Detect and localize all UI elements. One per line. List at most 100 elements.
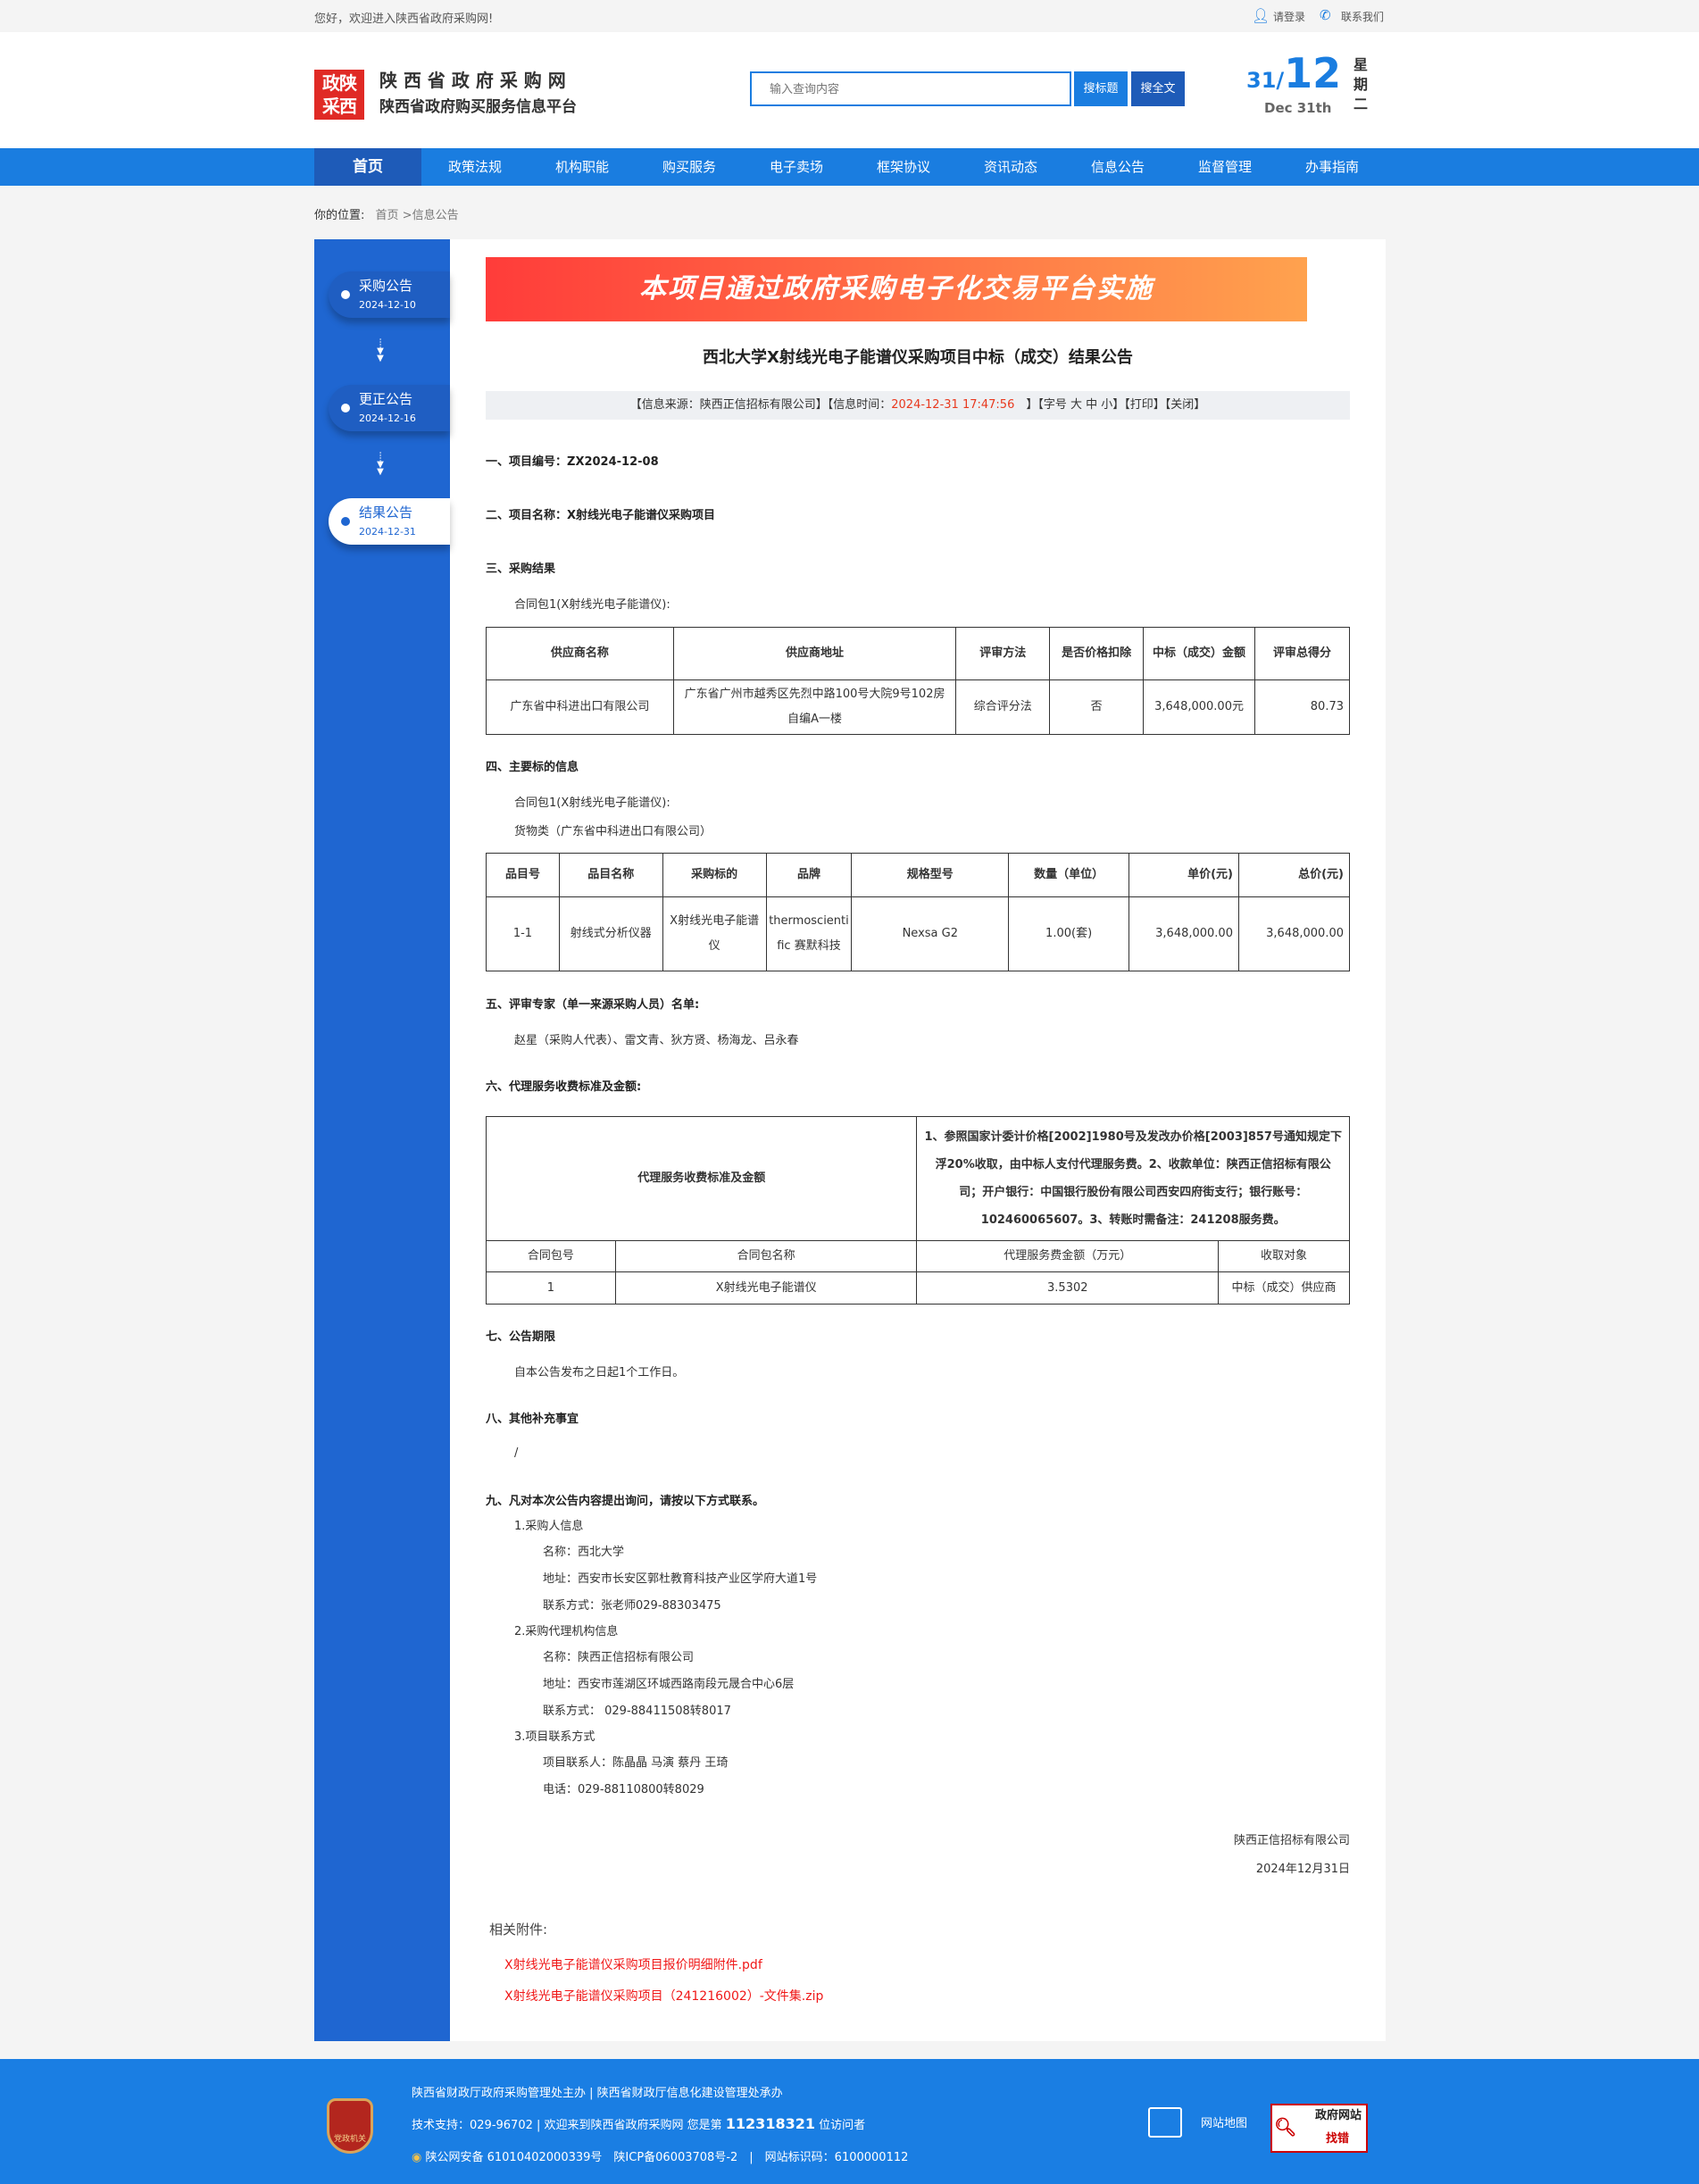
- table-cell: 合同包号: [486, 1240, 616, 1272]
- experts-list: 赵星（采购人代表）、雷文青、狄方贤、杨海龙、吕永春: [514, 1034, 799, 1047]
- attachment-link[interactable]: X射线光电子能谱仪采购项目（241216002）-文件集.zip: [504, 1989, 824, 2004]
- timeline-date: 2024-12-10: [359, 299, 416, 311]
- info-actions[interactable]: 】【字号 大 中 小】【打印】【关闭】: [1014, 398, 1206, 412]
- contact-link[interactable]: 联系我们: [1341, 11, 1385, 23]
- nav-item[interactable]: 信息公告: [1090, 159, 1145, 175]
- nav-item[interactable]: 框架协议: [876, 159, 930, 175]
- table-cell: 代理服务费金额（万元）: [916, 1240, 1220, 1272]
- table-cell: 品目号: [486, 853, 560, 897]
- arrow-down-icon: ┊ ▼ ▼: [377, 339, 384, 363]
- contact-line: 电话：029-88110800转8029: [543, 1783, 704, 1796]
- nav-item[interactable]: 资讯动态: [983, 159, 1037, 175]
- table-cell: 品牌: [765, 853, 853, 897]
- visitor-count: 112318321: [725, 2115, 815, 2132]
- table-cell: 80.73: [1254, 679, 1350, 735]
- breadcrumb: 你的位置: 首页 >信息公告: [314, 205, 459, 222]
- section-7: 七、公告期限: [486, 1330, 556, 1344]
- nav-item[interactable]: 政策法规: [447, 159, 502, 175]
- breadcrumb-label: 你的位置:: [314, 209, 365, 222]
- table-cell: 单价(元): [1129, 853, 1239, 897]
- section-4: 四、主要标的信息: [486, 761, 579, 774]
- table-cell: 供应商地址: [672, 627, 957, 680]
- section-3: 三、采购结果: [486, 563, 556, 576]
- header: 政陕采西 陕 西 省 政 府 采 购 网 陕西省政府购买服务信息平台 搜标题 搜…: [0, 32, 1699, 148]
- info-source: 【信息来源：陕西正信招标有限公司】【信息时间：: [629, 398, 892, 412]
- footer-icp: ◉ 陕公网安备 61010402000339号 陕ICP备06003708号-2…: [412, 2151, 909, 2164]
- timeline-item[interactable]: 采购公告 2024-12-10: [329, 271, 450, 318]
- attachment-link[interactable]: X射线光电子能谱仪采购项目报价明细附件.pdf: [504, 1958, 762, 1972]
- login-link[interactable]: 请登录: [1273, 11, 1306, 23]
- table-cell: 评审总得分: [1254, 627, 1350, 680]
- map-icon[interactable]: [1148, 2107, 1182, 2138]
- section-1: 一、项目编号：ZX2024-12-08: [486, 455, 659, 469]
- nav-item[interactable]: 电子卖场: [769, 159, 823, 175]
- platform-banner: 本项目通过政府采购电子化交易平台实施: [486, 257, 1307, 321]
- contact-line: 名称：西北大学: [543, 1546, 625, 1559]
- table-cell: 广东省广州市越秀区先烈中路100号大院9号102房自编A一楼: [672, 679, 957, 735]
- gov-error-report-badge[interactable]: 🔍︎ 政府网站 找错: [1270, 2104, 1368, 2153]
- main-nav: 首页 政策法规 机构职能 购买服务 电子卖场 框架协议 资讯动态 信息公告 监督管理 办事指南: [0, 148, 1699, 186]
- timeline-item[interactable]: 结果公告 2024-12-31: [329, 498, 450, 545]
- section-6: 六、代理服务收费标准及金额:: [486, 1080, 642, 1094]
- nav-item[interactable]: 购买服务: [662, 159, 716, 175]
- nav-item[interactable]: 办事指南: [1304, 159, 1359, 175]
- phone-icon: ✆: [1320, 7, 1331, 23]
- search-full-button[interactable]: 搜全文: [1131, 71, 1185, 106]
- contact-group-title: 3.项目联系方式: [514, 1730, 595, 1744]
- timeline-sidebar: 采购公告 2024-12-10 ┊ ▼ ▼ 更正公告 2024-12-16 ┊ ▼ ▼ 结果公告 20…: [314, 239, 450, 2041]
- table-cell: 是否价格扣除: [1049, 627, 1145, 680]
- footer: 党政机关 陕西省财政厅政府采购管理处主办 | 陕西省财政厅信息化建设管理处承办 …: [0, 2059, 1699, 2184]
- nav-item[interactable]: 监督管理: [1197, 159, 1252, 175]
- breadcrumb-current[interactable]: 信息公告: [412, 209, 459, 222]
- date-display: 31/12: [1246, 49, 1342, 97]
- section-9: 九、凡对本次公告内容提出询问，请按以下方式联系。: [486, 1495, 765, 1508]
- breadcrumb-sep: >: [398, 209, 412, 222]
- arrow-down-icon: ┊ ▼ ▼: [377, 453, 384, 477]
- timeline-dot-icon: [341, 290, 350, 299]
- footer-support: 技术支持：029-96702 | 欢迎来到陕西省政府采购网 您是第 112318…: [412, 2115, 866, 2132]
- timeline-label: 更正公告: [359, 391, 413, 407]
- timeline-label: 结果公告: [359, 504, 413, 521]
- table-cell: X射线光电子能谱仪: [662, 896, 767, 971]
- fee-label: 代理服务收费标准及金额: [485, 1116, 918, 1241]
- site-logo[interactable]: 政陕采西: [314, 70, 364, 120]
- contact-line: 地址：西安市莲湖区环城西路南段元晟合中心6层: [543, 1678, 795, 1691]
- table-cell: 规格型号: [851, 853, 1010, 897]
- contact-line: 名称：陕西正信招标有限公司: [543, 1651, 695, 1664]
- contact-group-title: 2.采购代理机构信息: [514, 1625, 619, 1638]
- table-cell: 广东省中科进出口有限公司: [486, 679, 674, 735]
- search-input[interactable]: [750, 71, 1071, 106]
- supplement: /: [514, 1446, 519, 1460]
- article-title: 西北大学X射线光电子能谱仪采购项目中标（成交）结果公告: [703, 348, 1133, 367]
- table-cell: 总价(元): [1237, 853, 1351, 897]
- section-5: 五、评审专家（单一来源采购人员）名单:: [486, 998, 700, 1012]
- result-table: 供应商名称 供应商地址 评审方法 是否价格扣除 中标（成交）金额 评审总得分 广东省中科进…: [486, 627, 1350, 735]
- footer-host: 陕西省财政厅政府采购管理处主办 | 陕西省财政厅信息化建设管理处承办: [412, 2087, 783, 2100]
- contact-line: 项目联系人：陈晶晶 马演 蔡丹 王琦: [543, 1756, 729, 1770]
- fee-description: 1、参照国家计委计价格[2002]1980号及发改办价格[2003]857号通知…: [916, 1116, 1350, 1241]
- table-cell: 3,648,000.00: [1129, 896, 1239, 971]
- section-8: 八、其他补充事宜: [486, 1413, 579, 1426]
- search-title-button[interactable]: 搜标题: [1074, 71, 1128, 106]
- party-emblem[interactable]: 党政机关: [327, 2098, 373, 2154]
- table-cell: 评审方法: [955, 627, 1051, 680]
- date-en: Dec 31th: [1264, 100, 1332, 116]
- table-cell: 数量（单位）: [1008, 853, 1130, 897]
- table-cell: 3,648,000.00: [1237, 896, 1351, 971]
- attachments-label: 相关附件:: [489, 1921, 548, 1938]
- breadcrumb-home[interactable]: 首页: [375, 209, 399, 222]
- nav-item[interactable]: 机构职能: [554, 159, 609, 175]
- timeline-item[interactable]: 更正公告 2024-12-16: [329, 385, 450, 431]
- nav-item[interactable]: 首页: [314, 148, 421, 186]
- timeline-date: 2024-12-31: [359, 526, 416, 538]
- timeline-date: 2024-12-16: [359, 413, 416, 424]
- contact-line: 地址：西安市长安区郭杜教育科技产业区学府大道1号: [543, 1572, 818, 1586]
- weekday: 星期二: [1353, 56, 1369, 113]
- table-cell: 否: [1049, 679, 1145, 735]
- sitemap-link[interactable]: 网站地图: [1201, 2117, 1248, 2130]
- timeline-dot-icon: [341, 517, 350, 526]
- table-cell: 品目名称: [558, 853, 663, 897]
- table-cell: thermoscientific 赛默科技: [765, 896, 853, 971]
- table-cell: 中标（成交）供应商: [1218, 1271, 1350, 1305]
- table-cell: 3.5302: [916, 1271, 1220, 1305]
